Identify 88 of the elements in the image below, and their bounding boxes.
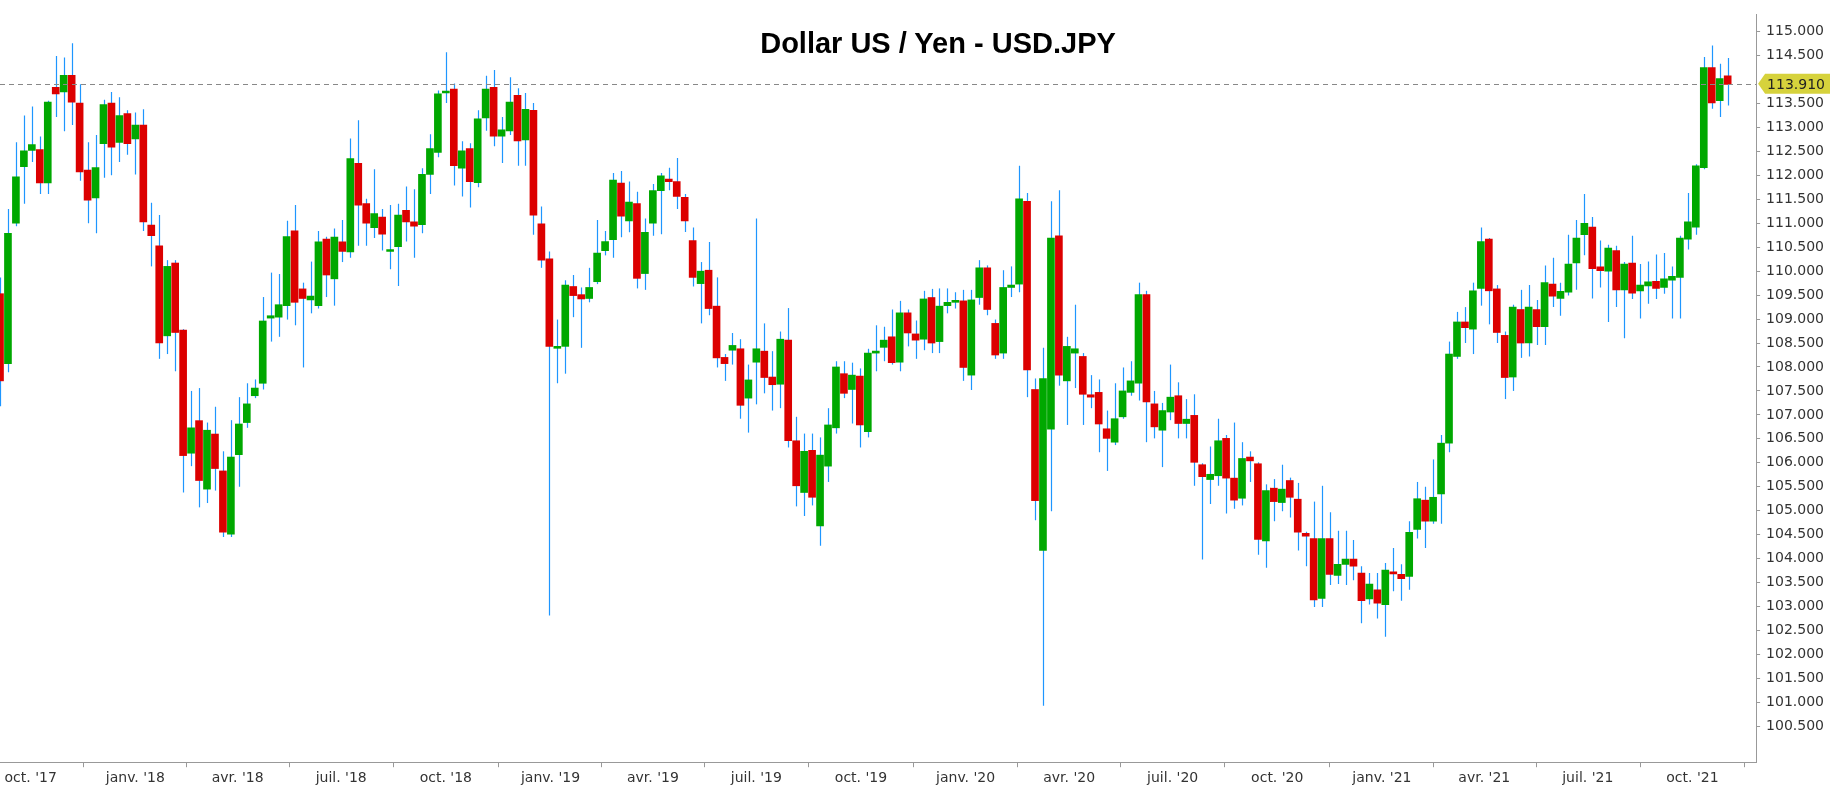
y-tick-label: 109.500 xyxy=(1766,285,1825,302)
candlestick xyxy=(585,267,593,303)
candlestick xyxy=(1604,244,1613,323)
candlestick xyxy=(848,362,856,425)
candlestick xyxy=(1102,409,1111,472)
y-tick-label: 103.500 xyxy=(1766,573,1825,590)
y-tick-label: 111.000 xyxy=(1766,213,1825,230)
x-tick-label: avr. '18 xyxy=(211,769,264,786)
candlestick xyxy=(1270,478,1278,522)
candlestick xyxy=(1198,462,1207,561)
x-tick-label: avr. '20 xyxy=(1043,769,1096,786)
y-tick-label: 104.500 xyxy=(1766,525,1825,542)
x-tick-label: oct. '17 xyxy=(4,769,57,786)
candlestick xyxy=(59,56,68,132)
candlestick xyxy=(250,378,259,399)
x-tick-label: juil. '18 xyxy=(314,769,367,786)
x-tick-label: avr. '21 xyxy=(1458,769,1511,786)
y-tick-label: 112.500 xyxy=(1766,142,1825,159)
candlestick xyxy=(1580,193,1589,256)
y-tick-label: 107.500 xyxy=(1766,381,1825,398)
candlestick xyxy=(1397,563,1406,602)
x-tick-label: oct. '21 xyxy=(1666,769,1719,786)
candlestick xyxy=(1373,572,1382,620)
candlestick xyxy=(378,208,386,252)
candlestick xyxy=(51,55,60,118)
candlestick xyxy=(1652,253,1660,300)
candlestick xyxy=(147,202,156,267)
candlestick xyxy=(696,261,705,324)
candlestick xyxy=(386,204,394,270)
candlestick xyxy=(1349,539,1358,581)
candlestick xyxy=(601,230,609,256)
x-tick-label: oct. '19 xyxy=(834,769,888,786)
y-tick-label: 111.500 xyxy=(1766,189,1825,206)
y-tick-label: 110.000 xyxy=(1766,261,1825,278)
candlestick xyxy=(242,382,251,429)
y-tick-label: 104.000 xyxy=(1766,549,1825,566)
candlestick xyxy=(1715,63,1724,118)
ref-line-label: 113.910 xyxy=(1767,75,1826,92)
x-tick-label: avr. '19 xyxy=(626,769,679,786)
y-tick-label: 107.000 xyxy=(1766,405,1825,422)
y-tick-label: 105.000 xyxy=(1766,501,1825,518)
candlestick xyxy=(1285,477,1294,518)
x-tick-label: juil. '21 xyxy=(1561,769,1614,786)
candlestick xyxy=(752,217,761,405)
candlestick xyxy=(457,140,466,198)
candlestick xyxy=(625,180,633,233)
x-tick-label: janv. '19 xyxy=(519,769,581,786)
candlestick xyxy=(840,360,848,399)
candlestick xyxy=(728,332,737,366)
y-tick-label: 108.500 xyxy=(1766,333,1825,350)
candlestick xyxy=(338,219,347,263)
y-tick-label: 108.000 xyxy=(1766,357,1825,374)
x-tick-label: janv. '18 xyxy=(104,769,165,786)
candlestick xyxy=(28,105,36,163)
x-tick-label: juil. '20 xyxy=(1146,769,1199,786)
y-tick-label: 101.500 xyxy=(1766,669,1825,686)
y-tick-label: 105.500 xyxy=(1766,477,1825,494)
candlestick xyxy=(1532,299,1541,346)
y-tick-label: 102.500 xyxy=(1766,621,1825,638)
candlestick xyxy=(1182,398,1191,439)
candlestick xyxy=(1277,464,1286,512)
y-tick-label: 106.000 xyxy=(1766,453,1825,470)
candlestick xyxy=(370,168,379,239)
x-tick-label: janv. '21 xyxy=(1351,769,1412,786)
x-tick-label: janv. '20 xyxy=(935,769,996,786)
candlestick xyxy=(879,326,888,362)
y-tick-label: 114.500 xyxy=(1766,46,1825,63)
y-tick-label: 110.500 xyxy=(1766,237,1825,254)
x-tick-label: juil. '19 xyxy=(729,769,782,786)
x-tick-label: oct. '18 xyxy=(419,769,473,786)
y-tick-label: 106.500 xyxy=(1766,429,1825,446)
candlestick xyxy=(1246,450,1254,483)
candlestick xyxy=(1723,57,1732,107)
y-tick-label: 112.000 xyxy=(1766,166,1825,182)
candlestick xyxy=(1461,306,1469,344)
y-tick-label: 113.500 xyxy=(1766,94,1825,111)
candlestick xyxy=(1421,486,1429,549)
candlestick xyxy=(1230,421,1238,510)
x-tick-label: oct. '20 xyxy=(1251,769,1304,786)
y-tick-label: 101.000 xyxy=(1766,692,1825,709)
y-tick-label: 115.000 xyxy=(1766,22,1825,39)
y-tick-label: 102.000 xyxy=(1766,645,1825,662)
y-tick-label: 113.000 xyxy=(1766,118,1825,135)
y-tick-label: 103.000 xyxy=(1766,597,1825,614)
y-tick-label: 100.500 xyxy=(1766,716,1825,733)
chart-title: Dollar US / Yen - USD.JPY xyxy=(760,27,1116,59)
candlestick xyxy=(20,114,28,205)
y-tick-label: 109.000 xyxy=(1766,309,1825,326)
